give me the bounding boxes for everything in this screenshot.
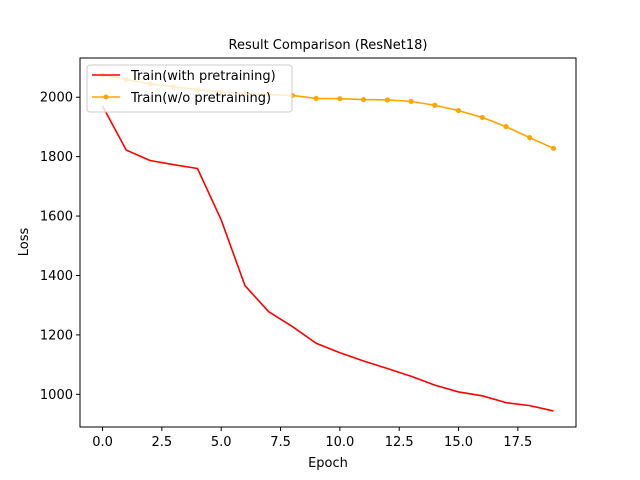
legend-marker-without-pretraining <box>103 94 109 100</box>
x-tick-label: 15.0 <box>444 435 473 450</box>
data-point <box>503 124 509 130</box>
y-tick-label: 1600 <box>40 210 73 225</box>
x-axis-ticks: 0.0 2.5 5.0 7.5 10.0 12.5 15.0 17.5 <box>92 427 532 450</box>
y-tick-label: 1800 <box>40 150 73 165</box>
y-axis-label: Loss <box>17 228 32 257</box>
y-tick-label: 1200 <box>40 328 73 343</box>
y-tick-label: 1000 <box>40 388 73 403</box>
x-tick-label: 10.0 <box>325 435 354 450</box>
x-tick-label: 5.0 <box>211 435 232 450</box>
y-tick-label: 1400 <box>40 269 73 284</box>
data-point <box>479 114 485 121</box>
data-point <box>384 97 390 103</box>
data-point <box>432 102 438 108</box>
x-axis-label: Epoch <box>308 456 348 471</box>
x-tick-label: 2.5 <box>152 435 173 450</box>
data-point <box>408 98 414 104</box>
plot-area: 0.0 2.5 5.0 7.5 10.0 12.5 15.0 17.5 1000 1200 140… <box>40 57 577 450</box>
x-tick-label: 0.0 <box>92 435 113 450</box>
y-tick-label: 2000 <box>40 91 73 106</box>
data-point <box>337 96 343 102</box>
data-point <box>550 145 557 151</box>
x-tick-label: 7.5 <box>270 435 291 450</box>
legend: Train(with pretraining) Train(w/o pretra… <box>86 64 293 113</box>
plot-frame <box>79 57 577 428</box>
legend-label-with-pretraining: Train(with pretraining) <box>130 69 276 84</box>
x-tick-label: 12.5 <box>385 435 414 450</box>
data-point <box>313 95 319 102</box>
y-axis-ticks: 1000 1200 1400 1600 1800 2000 <box>40 91 80 403</box>
legend-label-without-pretraining: Train(w/o pretraining) <box>130 91 271 106</box>
data-point <box>360 96 367 103</box>
data-point <box>455 107 462 114</box>
chart-title: Result Comparison (ResNet18) <box>229 38 428 53</box>
legend-box <box>86 64 293 113</box>
data-point <box>527 135 533 141</box>
x-tick-label: 17.5 <box>503 435 532 450</box>
series-line-0 <box>101 105 554 412</box>
